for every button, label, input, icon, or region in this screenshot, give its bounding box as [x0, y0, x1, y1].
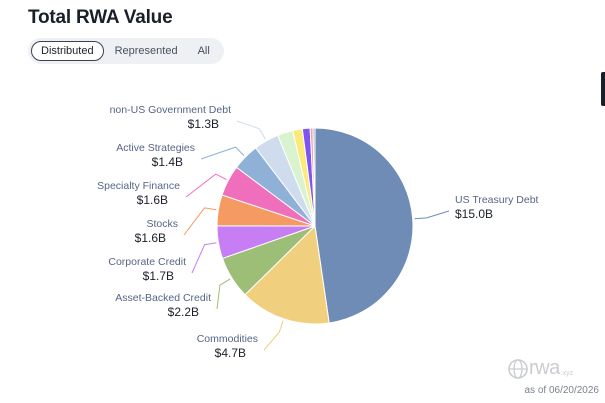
slice-label-value: $1.7B — [143, 269, 174, 283]
tab-all[interactable]: All — [197, 45, 210, 57]
slice-label-value: $2.2B — [168, 305, 199, 319]
pie-slice-commodities[interactable] — [244, 224, 330, 325]
pie-slices — [216, 127, 414, 325]
slice-label-value: $1.6B — [135, 231, 166, 245]
pie-slice-12[interactable] — [312, 127, 316, 227]
slice-label-value: $15.0B — [455, 207, 493, 221]
leader-line — [185, 173, 227, 198]
slice-label-name: Asset-Backed Credit — [115, 292, 211, 304]
leader-line — [216, 278, 231, 310]
slice-label-value: $1.6B — [137, 193, 168, 207]
leader-line — [414, 210, 450, 220]
slice-label-name: Specialty Finance — [97, 180, 180, 192]
pie-slice-us-treasury-debt[interactable] — [314, 127, 414, 324]
slice-label-name: Commodities — [197, 333, 258, 345]
brand-logo: rwa .xyz — [507, 357, 573, 380]
side-panel-handle[interactable] — [601, 72, 605, 106]
leader-line — [263, 320, 284, 351]
slice-labels: US Treasury Debt$15.0B Commodities$4.7B As… — [97, 104, 538, 360]
leader-line — [200, 146, 245, 160]
globe-icon — [508, 358, 528, 379]
tab-distributed[interactable]: Distributed — [31, 41, 104, 61]
slice-label-name: Stocks — [146, 218, 178, 230]
slice-label-value: $4.7B — [215, 346, 246, 360]
as-of-date: as of 06/20/2026 — [524, 385, 599, 396]
brand-name: rwa — [529, 357, 560, 379]
slice-label-name: Corporate Credit — [108, 256, 186, 268]
leader-lines — [183, 120, 450, 351]
slice-label-name: non-US Government Debt — [110, 104, 231, 116]
page-title: Total RWA Value — [28, 7, 173, 28]
slice-label-value: $1.3B — [188, 117, 219, 131]
slice-label-value: $1.4B — [152, 155, 183, 169]
slice-label-name: Active Strategies — [116, 142, 195, 154]
leader-line — [183, 207, 217, 236]
brand-suffix: .xyz — [560, 369, 574, 377]
slice-label-name: US Treasury Debt — [455, 194, 539, 206]
leader-line — [236, 120, 266, 140]
tab-represented[interactable]: Represented — [114, 45, 178, 57]
leader-line — [191, 242, 217, 274]
view-tabs: Distributed Represented All — [28, 38, 224, 64]
